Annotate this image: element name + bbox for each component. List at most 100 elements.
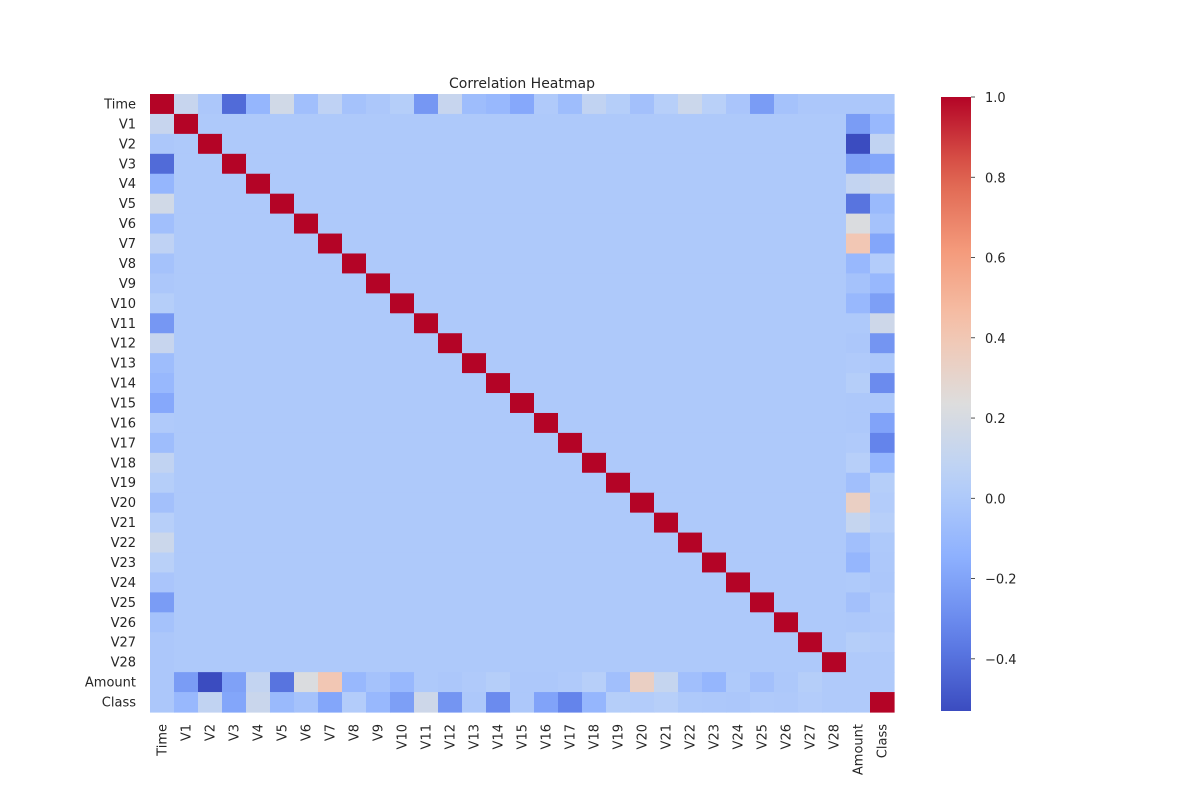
x-tick-label: V3 <box>228 724 243 741</box>
heatmap-cell-V4-Class <box>870 173 895 195</box>
heatmap-cell-V3-V23 <box>702 153 727 175</box>
heatmap-cell-Time-V24 <box>726 94 751 115</box>
heatmap-cell-V20-V7 <box>318 492 343 514</box>
heatmap-cell-V13-V24 <box>726 353 751 374</box>
heatmap-cell-V21-V18 <box>582 512 607 534</box>
heatmap-cell-V10-V2 <box>198 293 223 314</box>
heatmap-cell-V16-V4 <box>246 412 271 434</box>
heatmap-cell-V16-V24 <box>726 412 751 434</box>
heatmap-cell-V8-V20 <box>630 253 655 275</box>
heatmap-cell-V28-V17 <box>558 652 583 673</box>
heatmap-cell-V19-V26 <box>774 472 799 494</box>
heatmap-cell-V20-V28 <box>822 492 847 514</box>
heatmap-cell-V5-V18 <box>582 193 607 215</box>
heatmap-cell-V18-V18 <box>582 452 607 474</box>
heatmap-cell-V21-V12 <box>438 512 463 534</box>
heatmap-cell-V18-Amount <box>846 452 871 474</box>
heatmap-cell-V15-V26 <box>774 393 799 414</box>
heatmap-cell-Time-Time <box>150 94 175 115</box>
heatmap-cell-V27-V2 <box>198 632 223 653</box>
heatmap-cell-V9-V7 <box>318 273 343 294</box>
heatmap-cell-V1-V22 <box>678 113 703 135</box>
heatmap-cell-V17-Class <box>870 432 895 454</box>
heatmap-cell-V1-Time <box>150 113 175 135</box>
heatmap-cell-V28-V16 <box>534 652 559 673</box>
heatmap-cell-V23-V2 <box>198 552 223 574</box>
heatmap-cell-V27-V16 <box>534 632 559 653</box>
heatmap-cell-V12-V26 <box>774 333 799 354</box>
heatmap-cell-Amount-V12 <box>438 672 463 693</box>
y-tick-label: V9 <box>119 277 136 292</box>
heatmap-cell-V17-V6 <box>294 432 319 454</box>
heatmap-cell-V19-V3 <box>222 472 247 494</box>
y-tick-label: V2 <box>119 137 136 152</box>
heatmap-cell-V5-V27 <box>798 193 823 215</box>
heatmap-cell-V22-V26 <box>774 532 799 554</box>
heatmap-cell-Amount-V9 <box>366 672 391 693</box>
heatmap-cell-V4-V6 <box>294 173 319 195</box>
heatmap-cell-V5-V1 <box>174 193 199 215</box>
heatmap-cell-V26-Amount <box>846 612 871 633</box>
heatmap-cell-V5-V9 <box>366 193 391 215</box>
heatmap-cell-V2-V21 <box>654 133 679 155</box>
heatmap-cell-V22-V23 <box>702 532 727 554</box>
heatmap-cell-V27-V24 <box>726 632 751 653</box>
heatmap-cell-V27-V9 <box>366 632 391 653</box>
heatmap-cell-Amount-Time <box>150 672 175 693</box>
heatmap-cell-V6-V27 <box>798 213 823 235</box>
heatmap-cell-V3-V19 <box>606 153 631 175</box>
heatmap-cell-V14-V24 <box>726 373 751 394</box>
heatmap-cell-Class-V27 <box>798 692 823 713</box>
heatmap-cell-V17-V24 <box>726 432 751 454</box>
y-tick-label: V4 <box>119 177 136 192</box>
heatmap-cell-Class-V22 <box>678 692 703 713</box>
heatmap-cell-V18-V27 <box>798 452 823 474</box>
heatmap-cell-V25-V11 <box>414 592 439 613</box>
heatmap-cell-V20-V16 <box>534 492 559 514</box>
heatmap-cell-V7-V21 <box>654 233 679 255</box>
heatmap-cell-V9-Amount <box>846 273 871 294</box>
heatmap-cell-V17-V26 <box>774 432 799 454</box>
heatmap-cell-V10-V12 <box>438 293 463 314</box>
heatmap-cell-V24-V27 <box>798 572 823 593</box>
heatmap-cell-V28-V28 <box>822 652 847 673</box>
heatmap-cell-V7-V28 <box>822 233 847 255</box>
heatmap-cell-V18-Class <box>870 452 895 474</box>
heatmap-cell-V15-V3 <box>222 393 247 414</box>
heatmap-cell-V7-Amount <box>846 233 871 255</box>
x-tick-label: V9 <box>372 724 387 741</box>
heatmap-cell-V9-V27 <box>798 273 823 294</box>
heatmap-cell-V10-V13 <box>462 293 487 314</box>
heatmap-cell-V22-V13 <box>462 532 487 554</box>
heatmap-cell-V23-V21 <box>654 552 679 574</box>
y-tick-label: V18 <box>111 456 136 471</box>
heatmap-cell-V17-V28 <box>822 432 847 454</box>
heatmap-cell-V25-V12 <box>438 592 463 613</box>
heatmap-cell-V18-V3 <box>222 452 247 474</box>
heatmap-cell-Time-V21 <box>654 94 679 115</box>
heatmap-cell-V10-V20 <box>630 293 655 314</box>
heatmap-cell-Time-V7 <box>318 94 343 115</box>
colorbar-tick-label: 0.8 <box>985 171 1006 186</box>
heatmap-cell-V9-V4 <box>246 273 271 294</box>
heatmap-cell-V24-V2 <box>198 572 223 593</box>
heatmap-cell-Time-V12 <box>438 94 463 115</box>
heatmap-cell-V19-V27 <box>798 472 823 494</box>
heatmap-cell-V4-V22 <box>678 173 703 195</box>
heatmap-cell-V26-V23 <box>702 612 727 633</box>
heatmap-cell-V15-V9 <box>366 393 391 414</box>
heatmap-cell-V17-V17 <box>558 432 583 454</box>
heatmap-cell-V28-V2 <box>198 652 223 673</box>
heatmap-cell-V28-V20 <box>630 652 655 673</box>
heatmap-cell-V11-V23 <box>702 313 727 334</box>
heatmap-cell-V10-V1 <box>174 293 199 314</box>
heatmap-cell-V9-V25 <box>750 273 775 294</box>
heatmap-cell-V24-V11 <box>414 572 439 593</box>
heatmap-cell-V22-V12 <box>438 532 463 554</box>
colorbar-tick-label: 0.2 <box>985 412 1006 427</box>
heatmap-cell-V14-V5 <box>270 373 295 394</box>
heatmap-cell-V16-V16 <box>534 412 559 434</box>
heatmap-cell-V1-Class <box>870 113 895 135</box>
heatmap-cell-V7-V7 <box>318 233 343 255</box>
heatmap-cell-V10-V23 <box>702 293 727 314</box>
